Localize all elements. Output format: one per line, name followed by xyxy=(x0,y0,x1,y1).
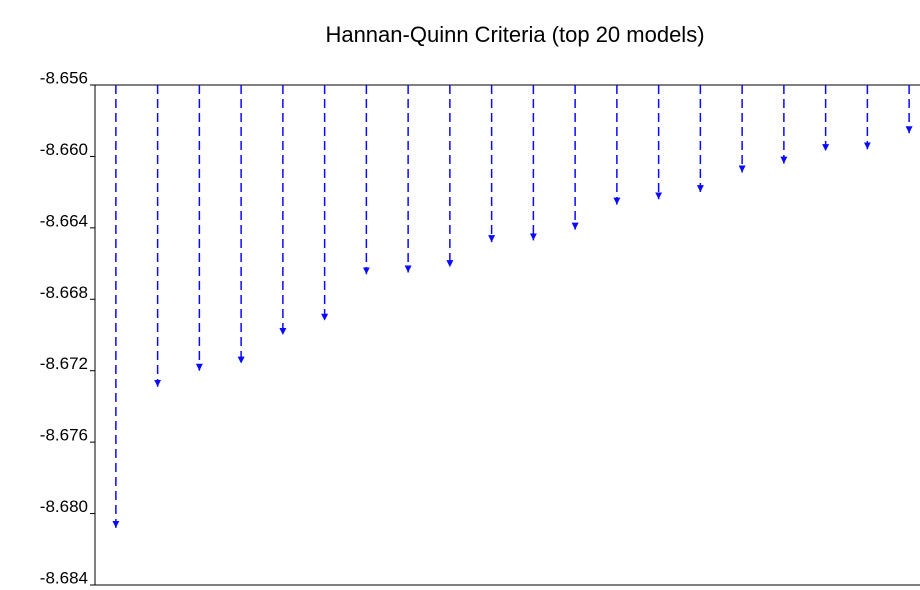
chart-title: Hannan-Quinn Criteria (top 20 models) xyxy=(325,22,704,47)
y-tick-label: -8.684 xyxy=(40,568,88,587)
y-tick-label: -8.672 xyxy=(40,354,88,373)
y-tick-label: -8.676 xyxy=(40,426,88,445)
y-tick-label: -8.664 xyxy=(40,211,88,230)
y-tick-label: -8.668 xyxy=(40,283,88,302)
y-tick-label: -8.656 xyxy=(40,68,88,87)
y-tick-label: -8.660 xyxy=(40,140,88,159)
y-tick-label: -8.680 xyxy=(40,497,88,516)
